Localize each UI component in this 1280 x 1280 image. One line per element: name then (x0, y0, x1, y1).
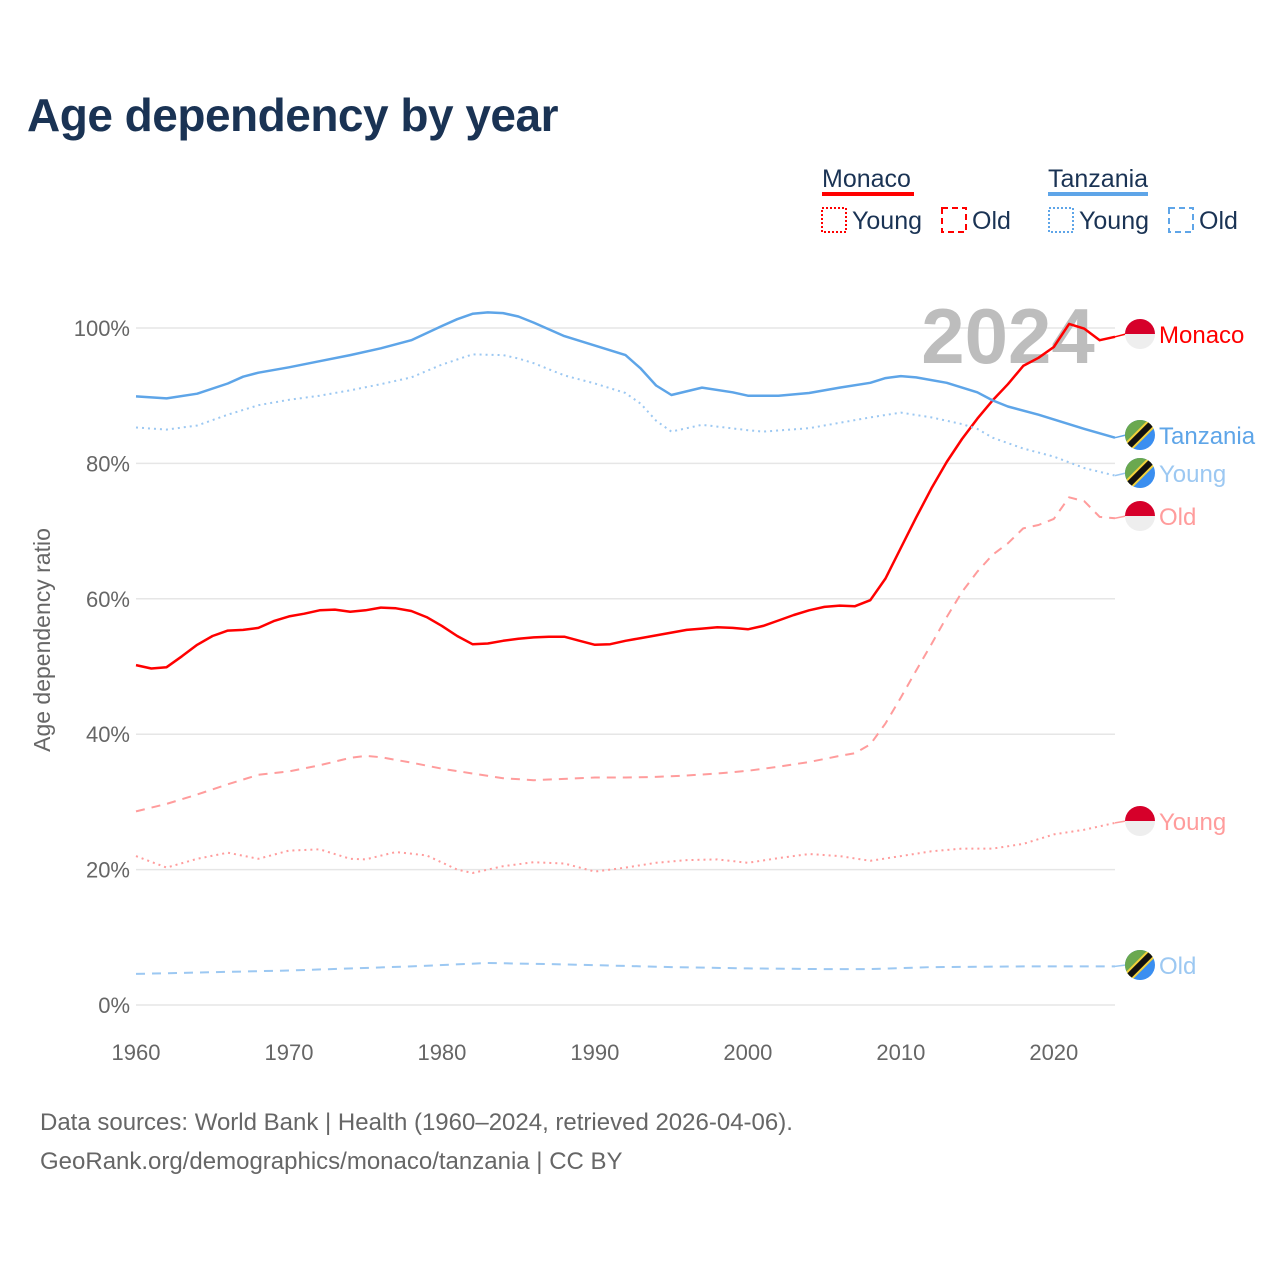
series-lines (135, 311, 1116, 975)
x-tick-label: 2010 (876, 1040, 925, 1065)
series-line-tanzania (135, 311, 1116, 439)
y-tick-label: 100% (74, 316, 130, 341)
flag-body (1125, 319, 1155, 349)
leader-line (1114, 333, 1127, 338)
flag-red (1125, 501, 1155, 516)
series-line-monaco-old (135, 496, 1116, 813)
end-label: Young (1159, 809, 1226, 836)
legend-tanzania-line (1048, 192, 1148, 196)
x-tick-label: 1980 (417, 1040, 466, 1065)
legend: Monaco Young Old Tanzania Young Old (821, 165, 1238, 235)
legend-tanzania-old: Old (1199, 207, 1238, 235)
end-label: Old (1159, 953, 1196, 980)
flag-white (1125, 334, 1155, 349)
monaco-flag-icon (1125, 501, 1155, 531)
monaco-flag-icon (1125, 319, 1155, 349)
gridlines (136, 327, 1115, 1006)
x-axis-ticks: 1960 1970 1980 1990 2000 2010 2020 (112, 1040, 1079, 1065)
flag-black (1125, 950, 1155, 980)
line-chart: 0% 20% 40% 60% 80% 100% 1960 1970 1980 1990 2000 2… (29, 165, 1256, 1065)
end-label: Monaco (1159, 322, 1244, 349)
y-axis-label: Age dependency ratio (29, 528, 55, 752)
x-tick-label: 1990 (570, 1040, 619, 1065)
end-label: Old (1159, 504, 1196, 531)
series-line-monaco (135, 322, 1116, 670)
end-label: Tanzania (1159, 423, 1256, 450)
monaco-flag-icon (1125, 806, 1155, 836)
y-axis-ticks: 0% 20% 40% 60% 80% 100% (74, 316, 130, 1018)
flag-body (1125, 950, 1155, 980)
legend-monaco-old: Old (972, 207, 1011, 235)
tanzania-flag-icon (1125, 458, 1155, 488)
series-line-tanzania-old (135, 962, 1115, 975)
x-tick-label: 2000 (723, 1040, 772, 1065)
y-tick-label: 20% (86, 858, 130, 883)
flag-red (1125, 319, 1155, 334)
legend-monaco-young-swatch (821, 207, 847, 233)
legend-monaco-young: Young (852, 207, 922, 235)
tanzania-flag-icon (1125, 420, 1155, 450)
tanzania-flag-icon (1125, 950, 1155, 980)
legend-tanzania-young: Young (1079, 207, 1149, 235)
series-line-monaco-young (135, 821, 1116, 874)
y-tick-label: 60% (86, 587, 130, 612)
legend-tanzania-old-swatch (1168, 207, 1194, 233)
legend-tanzania-young-swatch (1048, 207, 1074, 233)
y-tick-label: 40% (86, 722, 130, 747)
leader-line (1114, 964, 1127, 968)
leader-line (1114, 515, 1127, 519)
chart-title: Age dependency by year (27, 89, 558, 141)
x-tick-label: 1960 (112, 1040, 161, 1065)
legend-monaco: Monaco (822, 165, 911, 193)
y-tick-label: 0% (98, 993, 130, 1018)
flag-body (1125, 501, 1155, 531)
end-labels: Monaco Tanzania Young Old Young Old (1114, 319, 1256, 980)
footer-sources: Data sources: World Bank | Health (1960–… (40, 1109, 793, 1136)
flag-black (1125, 458, 1155, 488)
legend-monaco-line (822, 192, 914, 196)
footer-link[interactable]: GeoRank.org/demographics/monaco/tanzania… (40, 1148, 623, 1175)
year-watermark: 2024 (921, 292, 1095, 380)
flag-body (1125, 806, 1155, 836)
leader-line (1114, 472, 1127, 477)
flag-body (1125, 458, 1155, 488)
x-tick-label: 2020 (1029, 1040, 1078, 1065)
leader-line (1114, 434, 1127, 439)
flag-body (1125, 420, 1155, 450)
flag-white (1125, 516, 1155, 531)
legend-tanzania: Tanzania (1048, 165, 1148, 193)
legend-monaco-old-swatch (941, 207, 967, 233)
y-tick-label: 80% (86, 451, 130, 476)
end-label: Young (1159, 461, 1226, 488)
leader-line (1114, 820, 1127, 824)
flag-red (1125, 806, 1155, 821)
flag-black (1125, 420, 1155, 450)
x-tick-label: 1970 (264, 1040, 313, 1065)
flag-white (1125, 821, 1155, 836)
